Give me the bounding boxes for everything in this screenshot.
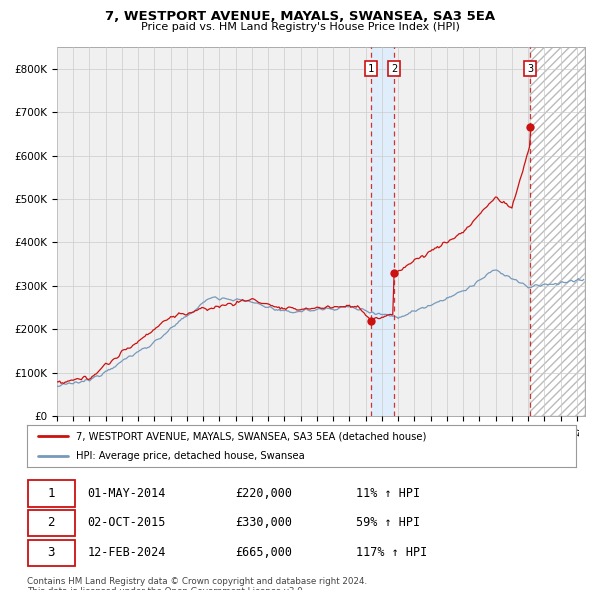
Text: Price paid vs. HM Land Registry's House Price Index (HPI): Price paid vs. HM Land Registry's House … xyxy=(140,22,460,32)
Text: £330,000: £330,000 xyxy=(236,516,293,529)
Text: 02-OCT-2015: 02-OCT-2015 xyxy=(88,516,166,529)
Bar xyxy=(371,47,394,416)
FancyBboxPatch shape xyxy=(28,540,75,566)
Text: 12-FEB-2024: 12-FEB-2024 xyxy=(88,546,166,559)
Text: 11% ↑ HPI: 11% ↑ HPI xyxy=(356,487,421,500)
Text: 117% ↑ HPI: 117% ↑ HPI xyxy=(356,546,428,559)
FancyBboxPatch shape xyxy=(28,480,75,507)
Text: £665,000: £665,000 xyxy=(236,546,293,559)
Text: 2: 2 xyxy=(47,516,55,529)
Text: 3: 3 xyxy=(527,64,533,74)
Bar xyxy=(530,47,585,416)
Text: 7, WESTPORT AVENUE, MAYALS, SWANSEA, SA3 5EA (detached house): 7, WESTPORT AVENUE, MAYALS, SWANSEA, SA3… xyxy=(76,431,427,441)
Text: 1: 1 xyxy=(47,487,55,500)
Text: 3: 3 xyxy=(47,546,55,559)
Text: Contains HM Land Registry data © Crown copyright and database right 2024.
This d: Contains HM Land Registry data © Crown c… xyxy=(27,577,367,590)
Text: 1: 1 xyxy=(368,64,374,74)
Text: 2: 2 xyxy=(391,64,397,74)
Text: 7, WESTPORT AVENUE, MAYALS, SWANSEA, SA3 5EA: 7, WESTPORT AVENUE, MAYALS, SWANSEA, SA3… xyxy=(105,10,495,23)
Text: 59% ↑ HPI: 59% ↑ HPI xyxy=(356,516,421,529)
Text: HPI: Average price, detached house, Swansea: HPI: Average price, detached house, Swan… xyxy=(76,451,305,461)
Text: £220,000: £220,000 xyxy=(236,487,293,500)
FancyBboxPatch shape xyxy=(28,510,75,536)
Text: 01-MAY-2014: 01-MAY-2014 xyxy=(88,487,166,500)
